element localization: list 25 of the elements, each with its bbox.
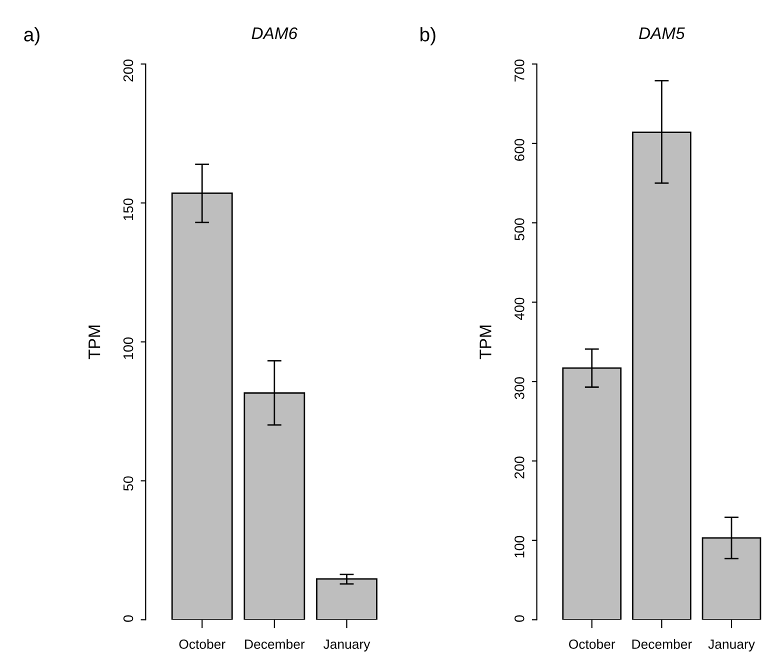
y-tick-label: 600 [514,138,524,161]
y-tick-label: 200 [514,456,524,478]
chart-title: DAM6 [252,27,298,40]
y-axis-title: TPM [480,326,492,360]
y-tick-label: 0 [123,615,134,622]
y-tick-label: 700 [514,60,524,82]
x-tick-label: January [323,640,370,652]
y-tick-label: 50 [123,476,134,491]
chart-title: DAM5 [639,28,685,40]
text: b) [420,27,436,46]
y-tick-label: 100 [514,536,524,558]
x-tick-label: December [632,639,692,649]
y-tick-label: 150 [123,198,134,220]
y-tick-label: 300 [514,377,524,400]
x-tick-label: December [245,639,305,649]
y-tick-label: 500 [514,218,524,240]
y-tick-label: 200 [123,60,134,82]
y-tick-label: 0 [514,615,524,622]
y-tick-label: 400 [514,298,524,320]
x-tick-label: October [569,639,616,649]
x-tick-label: January [708,640,755,652]
text: a) [24,27,40,46]
y-tick-label: 100 [123,337,134,359]
y-axis-title: TPM [88,326,100,360]
x-tick-label: October [179,639,226,649]
